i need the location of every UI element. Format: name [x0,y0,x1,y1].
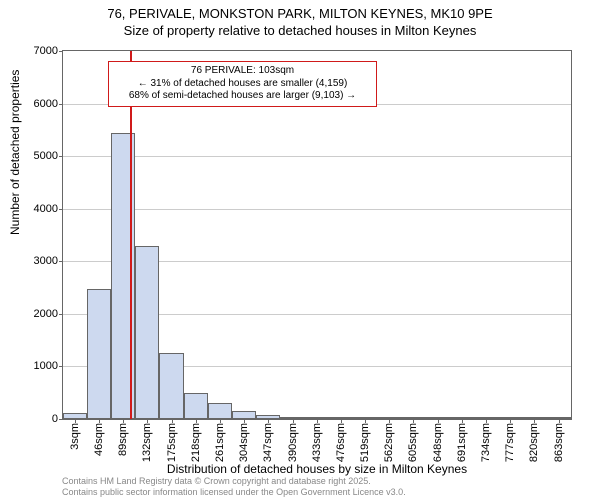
x-tick-label: 863sqm [553,419,565,462]
grid-line [63,209,571,210]
histogram-bar [135,246,159,419]
x-tick-label: 691sqm [456,419,468,462]
x-tick-label: 820sqm [528,419,540,462]
x-tick-label: 261sqm [214,419,226,462]
x-tick-label: 605sqm [407,419,419,462]
y-tick-label: 1000 [34,360,63,372]
x-axis-label: Distribution of detached houses by size … [62,462,572,476]
x-tick-label: 218sqm [190,419,202,462]
x-tick-label: 777sqm [504,419,516,462]
x-tick-label: 390sqm [287,419,299,462]
y-tick-label: 0 [52,413,63,425]
footer-line-2: Contains public sector information licen… [62,487,572,498]
footer-attribution: Contains HM Land Registry data © Crown c… [62,476,572,498]
histogram-bar [208,403,232,419]
x-tick-label: 519sqm [359,419,371,462]
histogram-bar [159,353,183,419]
annotation-line-1: 76 PERIVALE: 103sqm [115,65,370,78]
chart-title: 76, PERIVALE, MONKSTON PARK, MILTON KEYN… [0,0,600,40]
histogram-bar [232,411,256,419]
y-tick-label: 7000 [34,45,63,57]
chart-plot-area: 010002000300040005000600070003sqm46sqm89… [62,50,572,420]
x-tick-label: 89sqm [117,419,129,456]
title-line-1: 76, PERIVALE, MONKSTON PARK, MILTON KEYN… [0,6,600,23]
chart-container: 76, PERIVALE, MONKSTON PARK, MILTON KEYN… [0,0,600,500]
x-tick-label: 648sqm [432,419,444,462]
x-tick-label: 476sqm [335,419,347,462]
y-axis-label: Number of detached properties [8,70,22,235]
grid-line [63,156,571,157]
annotation-box: 76 PERIVALE: 103sqm ← 31% of detached ho… [108,61,377,107]
x-tick-label: 175sqm [166,419,178,462]
x-tick-label: 433sqm [311,419,323,462]
y-tick-label: 2000 [34,308,63,320]
x-tick-label: 3sqm [69,419,81,450]
x-tick-label: 46sqm [93,419,105,456]
x-tick-label: 562sqm [383,419,395,462]
y-tick-label: 4000 [34,203,63,215]
x-tick-label: 347sqm [262,419,274,462]
y-tick-label: 5000 [34,150,63,162]
annotation-line-3: 68% of semi-detached houses are larger (… [115,90,370,103]
footer-line-1: Contains HM Land Registry data © Crown c… [62,476,572,487]
title-line-2: Size of property relative to detached ho… [0,23,600,40]
x-tick-label: 734sqm [480,419,492,462]
annotation-line-2: ← 31% of detached houses are smaller (4,… [115,78,370,91]
y-tick-label: 6000 [34,98,63,110]
histogram-bar [184,393,208,419]
x-tick-label: 304sqm [238,419,250,462]
histogram-bar [87,289,111,419]
y-tick-label: 3000 [34,255,63,267]
x-tick-label: 132sqm [141,419,153,462]
